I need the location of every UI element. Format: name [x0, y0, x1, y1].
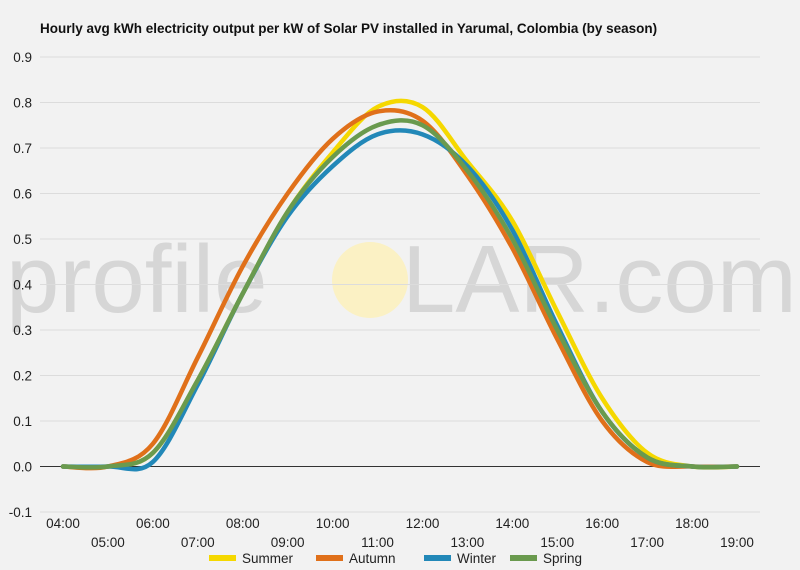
- y-tick-label: 0.7: [13, 141, 32, 156]
- legend-label-winter: Winter: [457, 551, 497, 566]
- watermark-left-text: profile: [6, 226, 267, 333]
- watermark-sun-icon: [332, 242, 408, 318]
- x-tick-label: 04:00: [46, 516, 80, 531]
- x-tick-label: 16:00: [585, 516, 619, 531]
- x-tick-label: 15:00: [540, 535, 574, 550]
- x-tick-label: 10:00: [316, 516, 350, 531]
- y-tick-label: 0.2: [13, 369, 32, 384]
- x-tick-label: 17:00: [630, 535, 664, 550]
- x-tick-label: 18:00: [675, 516, 709, 531]
- x-tick-label: 19:00: [720, 535, 754, 550]
- y-tick-label: 0.3: [13, 323, 32, 338]
- legend-swatch-summer: [209, 555, 236, 561]
- legend-label-spring: Spring: [543, 551, 582, 566]
- y-tick-label: 0.1: [13, 414, 32, 429]
- y-tick-label: 0.6: [13, 187, 32, 202]
- chart-title: Hourly avg kWh electricity output per kW…: [40, 21, 657, 36]
- y-tick-label: 0.0: [13, 460, 32, 475]
- legend-swatch-spring: [510, 555, 537, 561]
- legend-swatch-winter: [424, 555, 451, 561]
- y-tick-label: 0.5: [13, 232, 32, 247]
- series-line-autumn: [60, 107, 740, 471]
- y-tick-label: 0.8: [13, 96, 32, 111]
- x-tick-label: 06:00: [136, 516, 170, 531]
- x-tick-label: 13:00: [451, 535, 485, 550]
- x-tick-label: 08:00: [226, 516, 260, 531]
- x-tick-label: 05:00: [91, 535, 125, 550]
- x-tick-label: 07:00: [181, 535, 215, 550]
- profilesolar-watermark: profile LAR.com: [6, 226, 797, 333]
- watermark-right-text: LAR.com: [402, 226, 797, 333]
- y-tick-label: 0.4: [13, 278, 32, 293]
- y-tick-label: -0.1: [9, 505, 32, 520]
- legend-label-summer: Summer: [242, 551, 294, 566]
- y-tick-label: 0.9: [13, 50, 32, 65]
- legend-swatch-autumn: [316, 555, 343, 561]
- series-line-spring: [60, 118, 740, 470]
- x-tick-label: 14:00: [495, 516, 529, 531]
- x-tick-label: 12:00: [406, 516, 440, 531]
- x-tick-label: 09:00: [271, 535, 305, 550]
- legend-label-autumn: Autumn: [349, 551, 396, 566]
- x-tick-label: 11:00: [361, 535, 394, 550]
